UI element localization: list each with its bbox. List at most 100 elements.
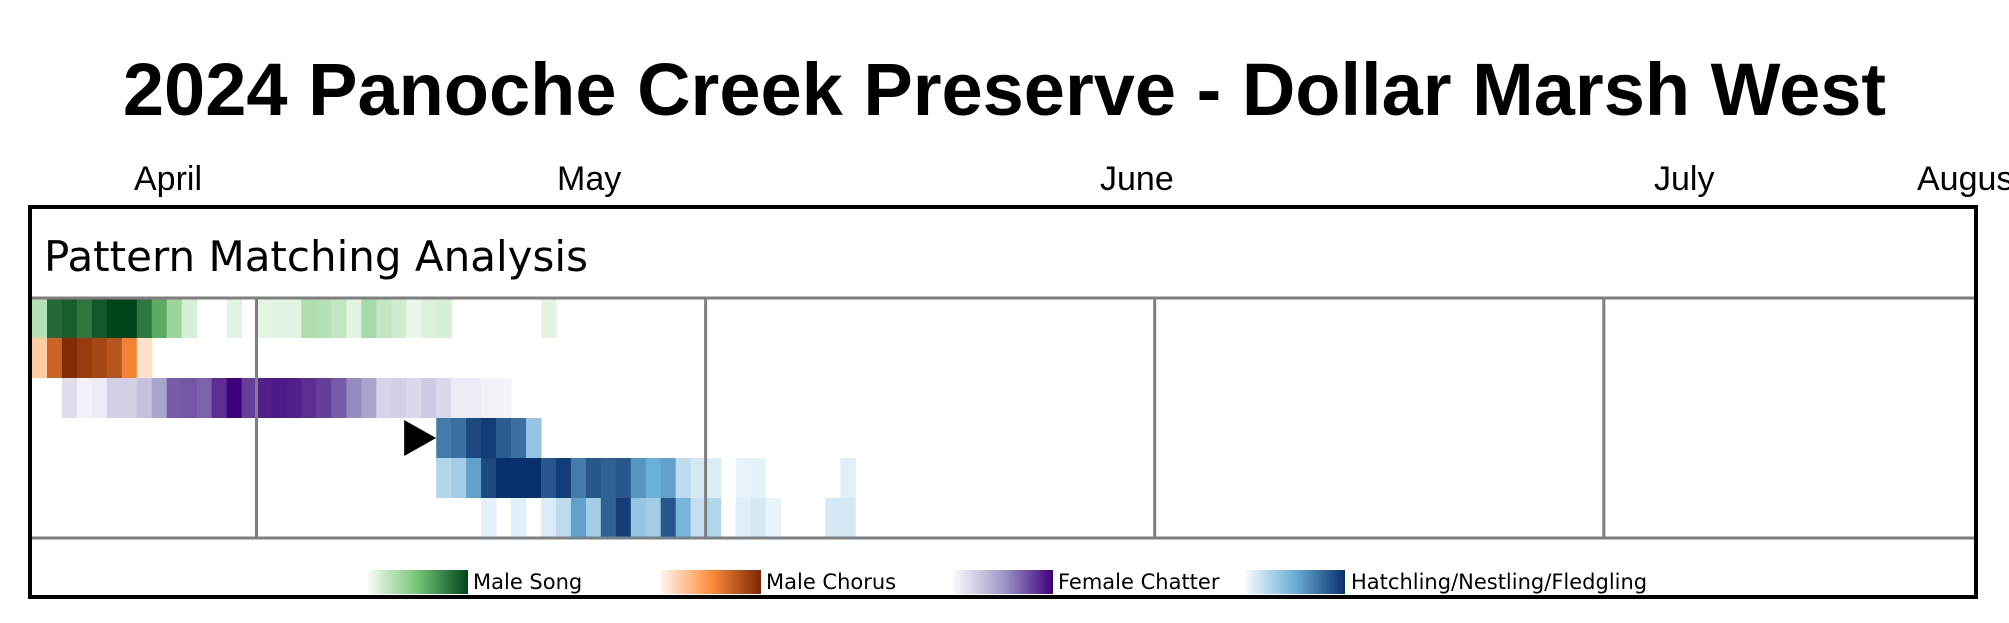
heatmap-cell [211,378,228,418]
heatmap-cell [825,498,841,538]
heatmap-cell [436,298,452,338]
heatmap-cell [47,338,63,378]
heatmap-cell [181,298,198,338]
heatmap-cell [585,498,602,538]
heatmap-cell [585,458,602,498]
heatmap-cell [436,378,452,418]
heatmap-cell [840,458,856,498]
heatmap-cell [705,498,722,538]
heatmap-cell [241,378,258,418]
heatmap-cell [32,298,48,338]
heatmap-cell [391,378,407,418]
heatmap-cell [136,338,153,378]
month-label-june: June [1100,160,1174,198]
legend-swatch [1245,570,1345,594]
heatmap-cell [361,298,377,338]
heatmap-cell [840,498,856,538]
heatmap-cell [675,458,692,498]
heatmap-cell [391,298,407,338]
heatmap-cell [436,418,452,458]
heatmap-cell [406,378,422,418]
heatmap-cell [481,498,497,538]
heatmap-cell [750,498,767,538]
heatmap-cell [541,458,557,498]
heatmap-cell [750,458,767,498]
heatmap-cell [346,378,362,418]
triangle-marker [404,420,437,456]
heatmap-cell [316,298,332,338]
heatmap-cell [331,298,347,338]
heatmap-cell [346,298,362,338]
heatmap-cell [61,338,78,378]
heatmap-cell [600,458,617,498]
month-label-august: August [1917,160,2009,198]
heatmap-cell [166,298,183,338]
heatmap-cell [526,458,542,498]
heatmap-cell [526,418,542,458]
heatmap-cell [91,338,108,378]
heatmap-cell [511,458,527,498]
chart-subtitle: Pattern Matching Analysis [44,232,588,281]
heatmap-cell [76,298,93,338]
heatmap-cell [286,378,303,418]
legend-label-hatchling: Hatchling/Nestling/Fledgling [1351,570,1648,594]
heatmap-cell [421,378,437,418]
heatmap-cell [690,498,707,538]
heatmap-cell [690,458,707,498]
heatmap-cell [675,498,692,538]
heatmap-cell [271,298,288,338]
heatmap-cell [271,378,288,418]
heatmap-cell [481,378,497,418]
heatmap-cell [136,298,153,338]
heatmap-cell [406,298,422,338]
heatmap-cell [376,298,392,338]
heatmap-cell [376,378,392,418]
heatmap-cell [615,498,632,538]
heatmap-cell [630,458,647,498]
heatmap-cell [106,298,123,338]
heatmap-cell [645,458,662,498]
heatmap-cell [47,298,63,338]
heatmap-cell [91,378,108,418]
heatmap-cell [151,378,168,418]
heatmap-cell [496,378,512,418]
heatmap-cell [660,458,677,498]
legend-swatches [368,570,1345,594]
heatmap-cell [645,498,662,538]
legend-swatch [661,570,761,594]
heatmap-cell [361,378,377,418]
heatmap-cell [451,418,467,458]
heatmap-cell [735,498,752,538]
chart-frame [28,205,1978,599]
heatmap-cell [256,378,273,418]
heatmap-cell [106,378,123,418]
heatmap-cell [32,338,48,378]
heatmap-cell [481,418,497,458]
heatmap-cell [660,498,677,538]
heatmap-cell [301,298,317,338]
heatmap-cell [735,458,752,498]
heatmap-cell [256,298,273,338]
heatmap-cell [615,458,632,498]
heatmap-cell [765,498,782,538]
heatmap-cell [121,298,138,338]
heatmap-cell [451,458,467,498]
month-label-july: July [1654,160,1715,198]
heatmap-cell [496,418,512,458]
heatmap-cell [555,458,572,498]
legend-label-male-chorus: Male Chorus [766,570,897,594]
chart-title: 2024 Panoche Creek Preserve - Dollar Mar… [122,48,1887,131]
month-label-april: April [134,160,203,198]
heatmap-cells [32,298,856,538]
heatmap-cell [570,498,587,538]
heatmap-cell [466,378,482,418]
grid-lines [32,296,1974,540]
heatmap-cell [331,378,347,418]
heatmap-cell [436,458,452,498]
heatmap-cell [226,298,243,338]
heatmap-cell [481,458,497,498]
legend-label-male-song: Male Song [473,570,583,594]
heatmap-cell [630,498,647,538]
heatmap-cell [511,498,527,538]
heatmap-cell [196,378,213,418]
